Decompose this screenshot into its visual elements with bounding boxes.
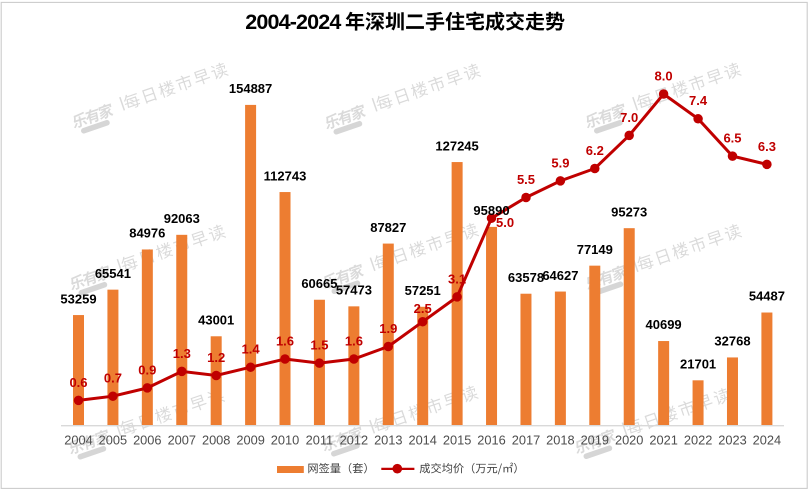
svg-text:2016: 2016 [477, 433, 505, 448]
svg-text:2013: 2013 [374, 433, 402, 448]
svg-text:6.3: 6.3 [758, 139, 776, 154]
svg-text:1.2: 1.2 [207, 350, 225, 365]
svg-text:54487: 54487 [749, 289, 785, 304]
svg-text:1.4: 1.4 [242, 342, 261, 357]
svg-text:1.3: 1.3 [173, 346, 191, 361]
svg-text:2010: 2010 [271, 433, 299, 448]
svg-text:60665: 60665 [301, 276, 337, 291]
svg-text:2021: 2021 [649, 433, 677, 448]
svg-text:1.9: 1.9 [379, 321, 397, 336]
svg-text:64627: 64627 [542, 268, 578, 283]
svg-text:1.6: 1.6 [345, 333, 363, 348]
svg-text:0.9: 0.9 [138, 362, 156, 377]
svg-text:2011: 2011 [306, 433, 334, 448]
svg-text:2017: 2017 [512, 433, 540, 448]
svg-text:2.5: 2.5 [414, 301, 432, 316]
svg-text:2004: 2004 [64, 433, 92, 448]
svg-text:2009: 2009 [236, 433, 264, 448]
svg-text:6.5: 6.5 [723, 131, 741, 146]
svg-text:2014: 2014 [408, 433, 436, 448]
svg-text:57473: 57473 [336, 283, 372, 298]
svg-text:0.6: 0.6 [69, 375, 87, 390]
svg-text:5.5: 5.5 [517, 172, 535, 187]
svg-text:2018: 2018 [546, 433, 574, 448]
svg-text:40699: 40699 [646, 317, 682, 332]
svg-text:2012: 2012 [340, 433, 368, 448]
svg-text:65541: 65541 [95, 266, 131, 281]
svg-text:2007: 2007 [168, 433, 196, 448]
svg-text:1.5: 1.5 [310, 338, 328, 353]
svg-text:32768: 32768 [714, 334, 750, 349]
svg-text:0.7: 0.7 [104, 371, 122, 386]
svg-text:8.0: 8.0 [655, 68, 673, 83]
svg-text:7.0: 7.0 [620, 110, 638, 125]
svg-text:112743: 112743 [264, 168, 307, 183]
svg-text:2015: 2015 [443, 433, 471, 448]
svg-text:2020: 2020 [615, 433, 643, 448]
svg-text:2019: 2019 [581, 433, 609, 448]
svg-text:6.2: 6.2 [586, 143, 604, 158]
svg-text:92063: 92063 [164, 211, 200, 226]
svg-text:21701: 21701 [680, 357, 716, 372]
svg-text:57251: 57251 [405, 283, 441, 298]
svg-text:7.4: 7.4 [689, 93, 708, 108]
svg-text:87827: 87827 [370, 220, 406, 235]
svg-text:127245: 127245 [435, 138, 478, 153]
svg-text:53259: 53259 [60, 291, 96, 306]
svg-text:2008: 2008 [202, 433, 230, 448]
svg-text:63578: 63578 [508, 270, 544, 285]
svg-text:2024: 2024 [753, 433, 781, 448]
svg-text:2005: 2005 [99, 433, 127, 448]
svg-text:77149: 77149 [577, 242, 613, 257]
svg-text:43001: 43001 [198, 313, 234, 328]
svg-text:1.6: 1.6 [276, 333, 294, 348]
svg-text:5.0: 5.0 [496, 215, 514, 230]
svg-text:2006: 2006 [133, 433, 161, 448]
svg-text:154887: 154887 [229, 81, 272, 96]
svg-text:2023: 2023 [718, 433, 746, 448]
svg-text:84976: 84976 [129, 226, 165, 241]
svg-text:2022: 2022 [684, 433, 712, 448]
svg-text:5.9: 5.9 [551, 155, 569, 170]
svg-text:95273: 95273 [611, 204, 647, 219]
svg-text:95890: 95890 [473, 203, 509, 218]
svg-text:2004-2024: 2004-2024 [245, 10, 341, 34]
svg-text:3.1: 3.1 [448, 271, 466, 286]
